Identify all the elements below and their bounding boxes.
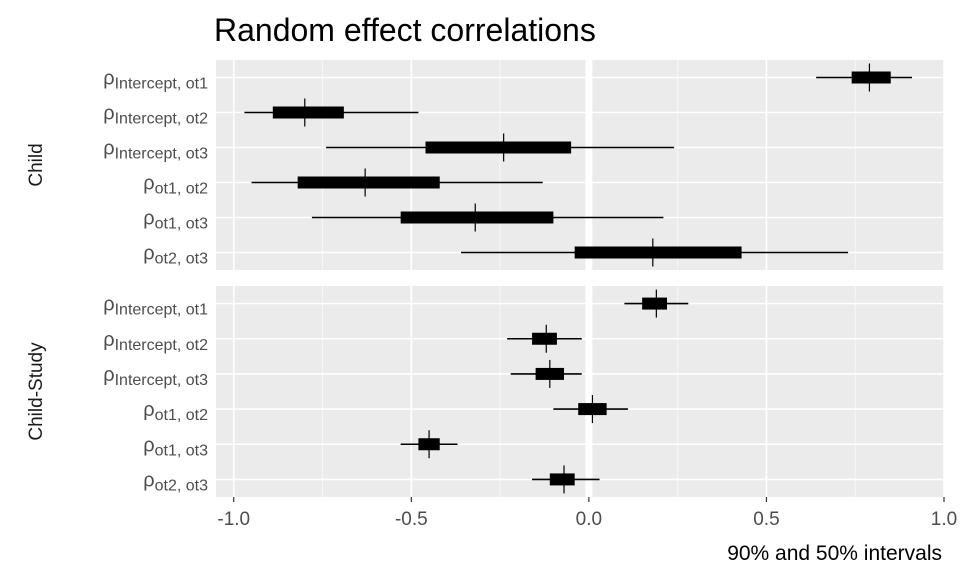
- chart-title: Random effect correlations: [214, 12, 596, 48]
- row-label-symbol: ρ: [103, 329, 114, 351]
- x-axis-label: 90% and 50% intervals: [727, 542, 942, 565]
- row-label-symbol: ρ: [143, 399, 154, 421]
- interval-row: ρot1, ot2: [143, 395, 628, 424]
- row-label-symbol: ρ: [103, 103, 114, 125]
- inner-interval-bar: [642, 297, 668, 310]
- row-label: ρIntercept, ot1: [103, 68, 208, 93]
- row-label-subscript: ot1, ot3: [155, 216, 208, 233]
- row-label-symbol: ρ: [103, 294, 114, 316]
- row-label-symbol: ρ: [103, 364, 114, 386]
- interval-row: ρIntercept, ot3: [103, 133, 675, 163]
- inner-interval-bar: [400, 211, 554, 224]
- inner-interval-bar: [549, 473, 575, 486]
- row-label: ρot1, ot2: [143, 173, 208, 198]
- row-label: ρIntercept, ot2: [103, 103, 208, 128]
- inner-interval-bar: [272, 106, 344, 119]
- inner-interval-bar: [532, 332, 557, 345]
- interval-row: ρIntercept, ot2: [103, 324, 582, 354]
- row-label-symbol: ρ: [143, 434, 154, 456]
- row-label-subscript: Intercept, ot3: [115, 372, 208, 389]
- x-tick-label: 0.0: [576, 509, 602, 530]
- row-label: ρot1, ot3: [143, 434, 208, 459]
- row-label-subscript: ot1, ot2: [155, 407, 208, 424]
- interval-row: ρot1, ot2: [143, 168, 543, 198]
- interval-row: ρot1, ot3: [143, 430, 458, 459]
- row-label-subscript: ot2, ot3: [155, 477, 208, 494]
- x-tick-label: -0.5: [395, 509, 428, 530]
- interval-row: ρIntercept, ot2: [103, 98, 419, 128]
- row-label-symbol: ρ: [143, 469, 154, 491]
- row-label-subscript: Intercept, ot1: [115, 302, 208, 319]
- inner-interval-bar: [297, 176, 440, 189]
- row-label-symbol: ρ: [103, 68, 114, 90]
- panel-background: [216, 60, 944, 270]
- row-label-subscript: Intercept, ot2: [115, 111, 208, 128]
- row-label: ρIntercept, ot1: [103, 294, 208, 319]
- x-tick-label: 1.0: [931, 509, 957, 530]
- row-label: ρot2, ot3: [143, 243, 208, 268]
- panel-background: [216, 286, 944, 497]
- row-label: ρot2, ot3: [143, 469, 208, 494]
- row-label-subscript: Intercept, ot3: [115, 146, 208, 163]
- interval-row: ρIntercept, ot1: [103, 289, 689, 319]
- row-label: ρot1, ot3: [143, 208, 208, 233]
- row-label-subscript: ot2, ot3: [155, 251, 208, 268]
- row-label: ρIntercept, ot3: [103, 364, 208, 389]
- interval-row: ρIntercept, ot3: [103, 359, 582, 389]
- interval-row: ρot2, ot3: [143, 238, 849, 268]
- inner-interval-bar: [851, 71, 891, 84]
- row-label: ρIntercept, ot2: [103, 329, 208, 354]
- row-label-subscript: Intercept, ot2: [115, 337, 208, 354]
- interval-row: ρot2, ot3: [143, 465, 600, 494]
- inner-interval-bar: [425, 141, 572, 154]
- row-label-symbol: ρ: [103, 138, 114, 160]
- panel-strip-label: Child: [26, 143, 47, 186]
- row-label-symbol: ρ: [143, 173, 154, 195]
- inner-interval-bar: [574, 246, 742, 259]
- panel-strip-label: Child-Study: [26, 342, 47, 441]
- row-label: ρIntercept, ot3: [103, 138, 208, 163]
- row-label-subscript: ot1, ot3: [155, 442, 208, 459]
- row-label-symbol: ρ: [143, 208, 154, 230]
- row-label-symbol: ρ: [143, 243, 154, 265]
- row-label: ρot1, ot2: [143, 399, 208, 424]
- interval-row: ρIntercept, ot1: [103, 63, 913, 93]
- row-label-subscript: ot1, ot2: [155, 181, 208, 198]
- x-axis: -1.0 -0.5 0.0 0.5 1.0: [217, 497, 957, 530]
- interval-row: ρot1, ot3: [143, 203, 664, 233]
- row-label-subscript: Intercept, ot1: [115, 76, 208, 93]
- x-tick-label: -1.0: [217, 509, 250, 530]
- x-tick-label: 0.5: [753, 509, 779, 530]
